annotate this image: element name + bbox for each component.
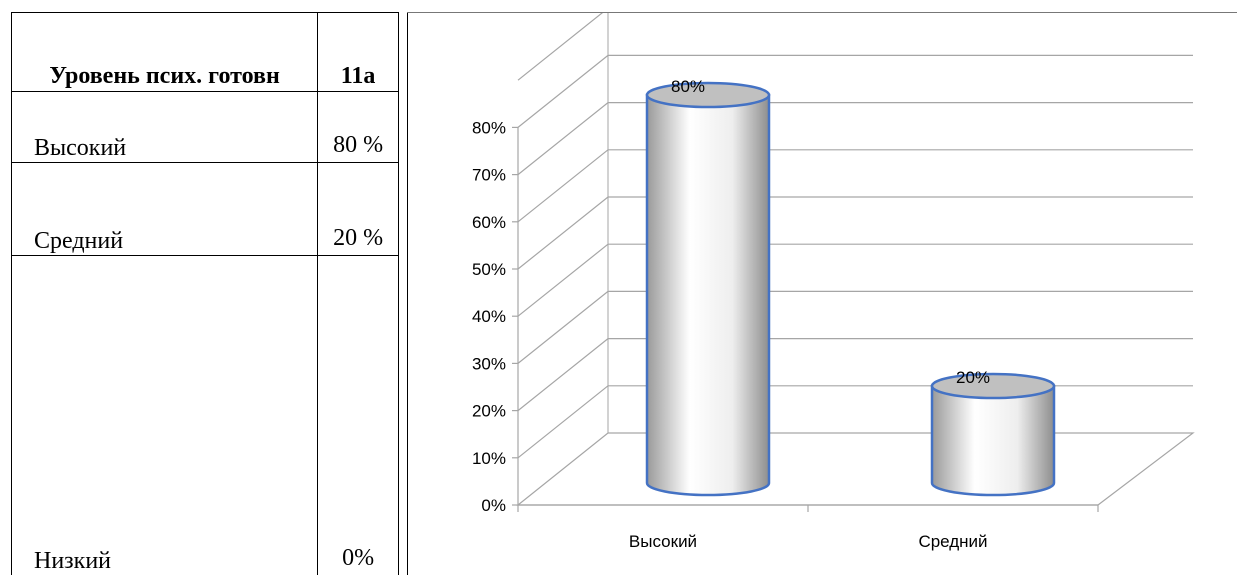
row-value-low: 0% xyxy=(317,255,399,575)
gridline xyxy=(517,54,1193,128)
gridline xyxy=(517,290,1193,364)
bar-body xyxy=(930,384,1056,497)
bars: 80% 20% xyxy=(645,77,1056,497)
gridline xyxy=(517,243,1193,317)
category-labels: Высокий Средний xyxy=(629,532,988,551)
y-tick-label: 40% xyxy=(472,307,506,326)
data-label: 80% xyxy=(671,77,705,96)
readiness-table: Уровень псих. готовн 11а Высокий 80 % Ср… xyxy=(10,11,399,575)
table-header-row: Уровень псих. готовн 11а xyxy=(10,11,399,93)
y-tick-label: 80% xyxy=(472,118,506,137)
gridline xyxy=(517,149,1193,223)
bar-top xyxy=(930,372,1056,400)
row-label-high: Высокий xyxy=(10,91,319,164)
y-tick-labels: 0% 10% 20% 30% 40% 50% 60% 70% 80% xyxy=(472,118,506,515)
gridlines xyxy=(512,13,1195,512)
header-level: Уровень псих. готовн xyxy=(10,11,319,93)
category-label: Высокий xyxy=(629,532,697,551)
row-label-medium: Средний xyxy=(10,162,319,257)
bar-top xyxy=(645,81,771,109)
row-value-medium: 20 % xyxy=(317,162,399,257)
gridline xyxy=(517,338,1193,412)
table-row: Средний 20 % xyxy=(10,162,399,257)
table-row: Низкий 0% xyxy=(10,255,399,575)
bar-body xyxy=(645,93,771,497)
chart-frame-top-border xyxy=(407,12,1237,13)
y-tick-label: 50% xyxy=(472,260,506,279)
y-tick-label: 60% xyxy=(472,213,506,232)
gridline xyxy=(517,385,1193,459)
y-tick-label: 10% xyxy=(472,449,506,468)
y-tick-label: 70% xyxy=(472,166,506,185)
row-value-high: 80 % xyxy=(317,91,399,164)
data-label: 20% xyxy=(956,368,990,387)
bar-1: 80% xyxy=(645,77,771,497)
bar-2: 20% xyxy=(930,368,1056,497)
category-label: Средний xyxy=(918,532,987,551)
gridline xyxy=(517,13,603,81)
chart-floor xyxy=(516,432,1195,506)
gridline xyxy=(517,196,1193,270)
chart-frame-left-border xyxy=(407,12,408,575)
y-tick-label: 20% xyxy=(472,402,506,421)
header-class: 11а xyxy=(317,11,399,93)
row-label-low: Низкий xyxy=(10,255,319,575)
y-tick-label: 0% xyxy=(481,496,506,515)
y-tick-label: 30% xyxy=(472,354,506,373)
gridline xyxy=(517,101,1193,176)
table-row: Высокий 80 % xyxy=(10,91,399,164)
bar-chart: 0% 10% 20% 30% 40% 50% 60% 70% 80% 80% 20% Высоки… xyxy=(472,13,1195,551)
